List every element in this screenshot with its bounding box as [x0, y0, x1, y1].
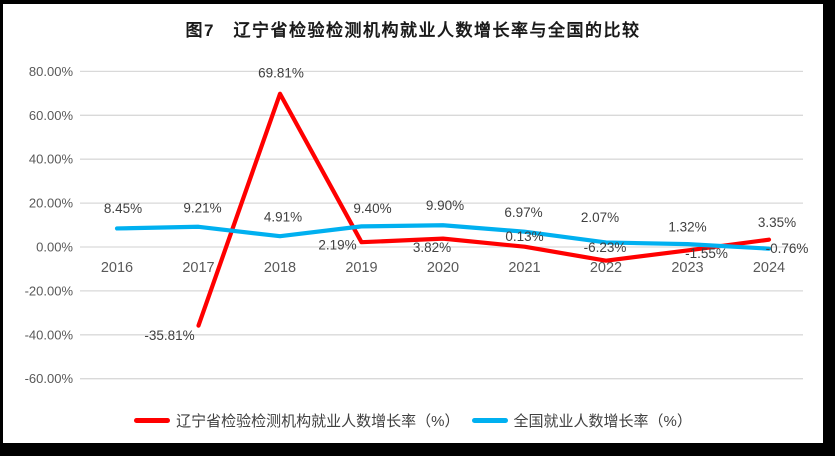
data-label: 2.07%: [581, 210, 619, 225]
data-label: 9.21%: [183, 200, 221, 215]
legend-item-liaoning: 辽宁省检验检测机构就业人数增长率（%）: [134, 410, 460, 431]
x-axis-tick-label: 2023: [671, 260, 703, 276]
legend-item-national: 全国就业人数增长率（%）: [471, 410, 692, 431]
chart-legend: 辽宁省检验检测机构就业人数增长率（%） 全国就业人数增长率（%）: [3, 410, 823, 431]
y-axis-tick-label: -20.00%: [25, 283, 74, 298]
x-axis-tick-label: 2020: [427, 260, 459, 276]
data-label: 9.90%: [426, 198, 464, 213]
legend-label-national: 全国就业人数增长率（%）: [513, 413, 692, 430]
legend-blue-line-swatch: [471, 418, 508, 423]
data-label: 69.81%: [258, 65, 304, 80]
legend-red-line-swatch: [134, 418, 171, 423]
y-axis-tick-label: 40.00%: [29, 152, 74, 167]
x-axis-tick-label: 2021: [508, 260, 540, 276]
y-axis-tick-label: -60.00%: [25, 371, 74, 386]
line-chart-plot-area: 80.00% 60.00% 40.00% 20.00% 0.00% -20.00% -40.…: [25, 64, 809, 386]
y-axis-tick-label: 60.00%: [29, 108, 74, 123]
data-label: 9.40%: [353, 201, 391, 216]
legend-label-liaoning: 辽宁省检验检测机构就业人数增长率（%）: [176, 413, 460, 430]
y-axis-tick-label: 20.00%: [29, 196, 74, 211]
data-label: 6.97%: [504, 205, 542, 220]
data-label: -1.55%: [685, 246, 728, 261]
data-label: 2.19%: [318, 238, 356, 253]
data-label: 3.82%: [413, 240, 451, 255]
data-label: 3.35%: [758, 215, 796, 230]
data-label: -6.23%: [584, 240, 627, 255]
data-label: 4.91%: [264, 210, 302, 225]
data-label: 0.13%: [505, 229, 543, 244]
series-line-1: [114, 223, 772, 251]
x-axis-tick-label: 2016: [101, 260, 133, 276]
data-label: -0.76%: [766, 241, 809, 256]
chart-title: 图7 辽宁省检验检测机构就业人数增长率与全国的比较: [185, 21, 641, 40]
series-line-0: [196, 91, 772, 328]
data-label: -35.81%: [144, 328, 194, 343]
x-axis-tick-label: 2019: [345, 260, 377, 276]
data-label: 8.45%: [104, 201, 142, 216]
chart-canvas: 图7 辽宁省检验检测机构就业人数增长率与全国的比较 80.00% 60.00% 40…: [3, 4, 823, 443]
y-axis-tick-label: 80.00%: [29, 64, 74, 79]
x-axis-tick-label: 2018: [264, 260, 296, 276]
data-label: 1.32%: [668, 220, 706, 235]
y-axis-tick-label: -40.00%: [25, 327, 74, 342]
x-axis-tick-label: 2024: [753, 260, 785, 276]
x-axis-tick-label: 2022: [590, 260, 622, 276]
y-axis-tick-label: 0.00%: [36, 240, 73, 255]
x-axis-tick-label: 2017: [182, 260, 214, 276]
